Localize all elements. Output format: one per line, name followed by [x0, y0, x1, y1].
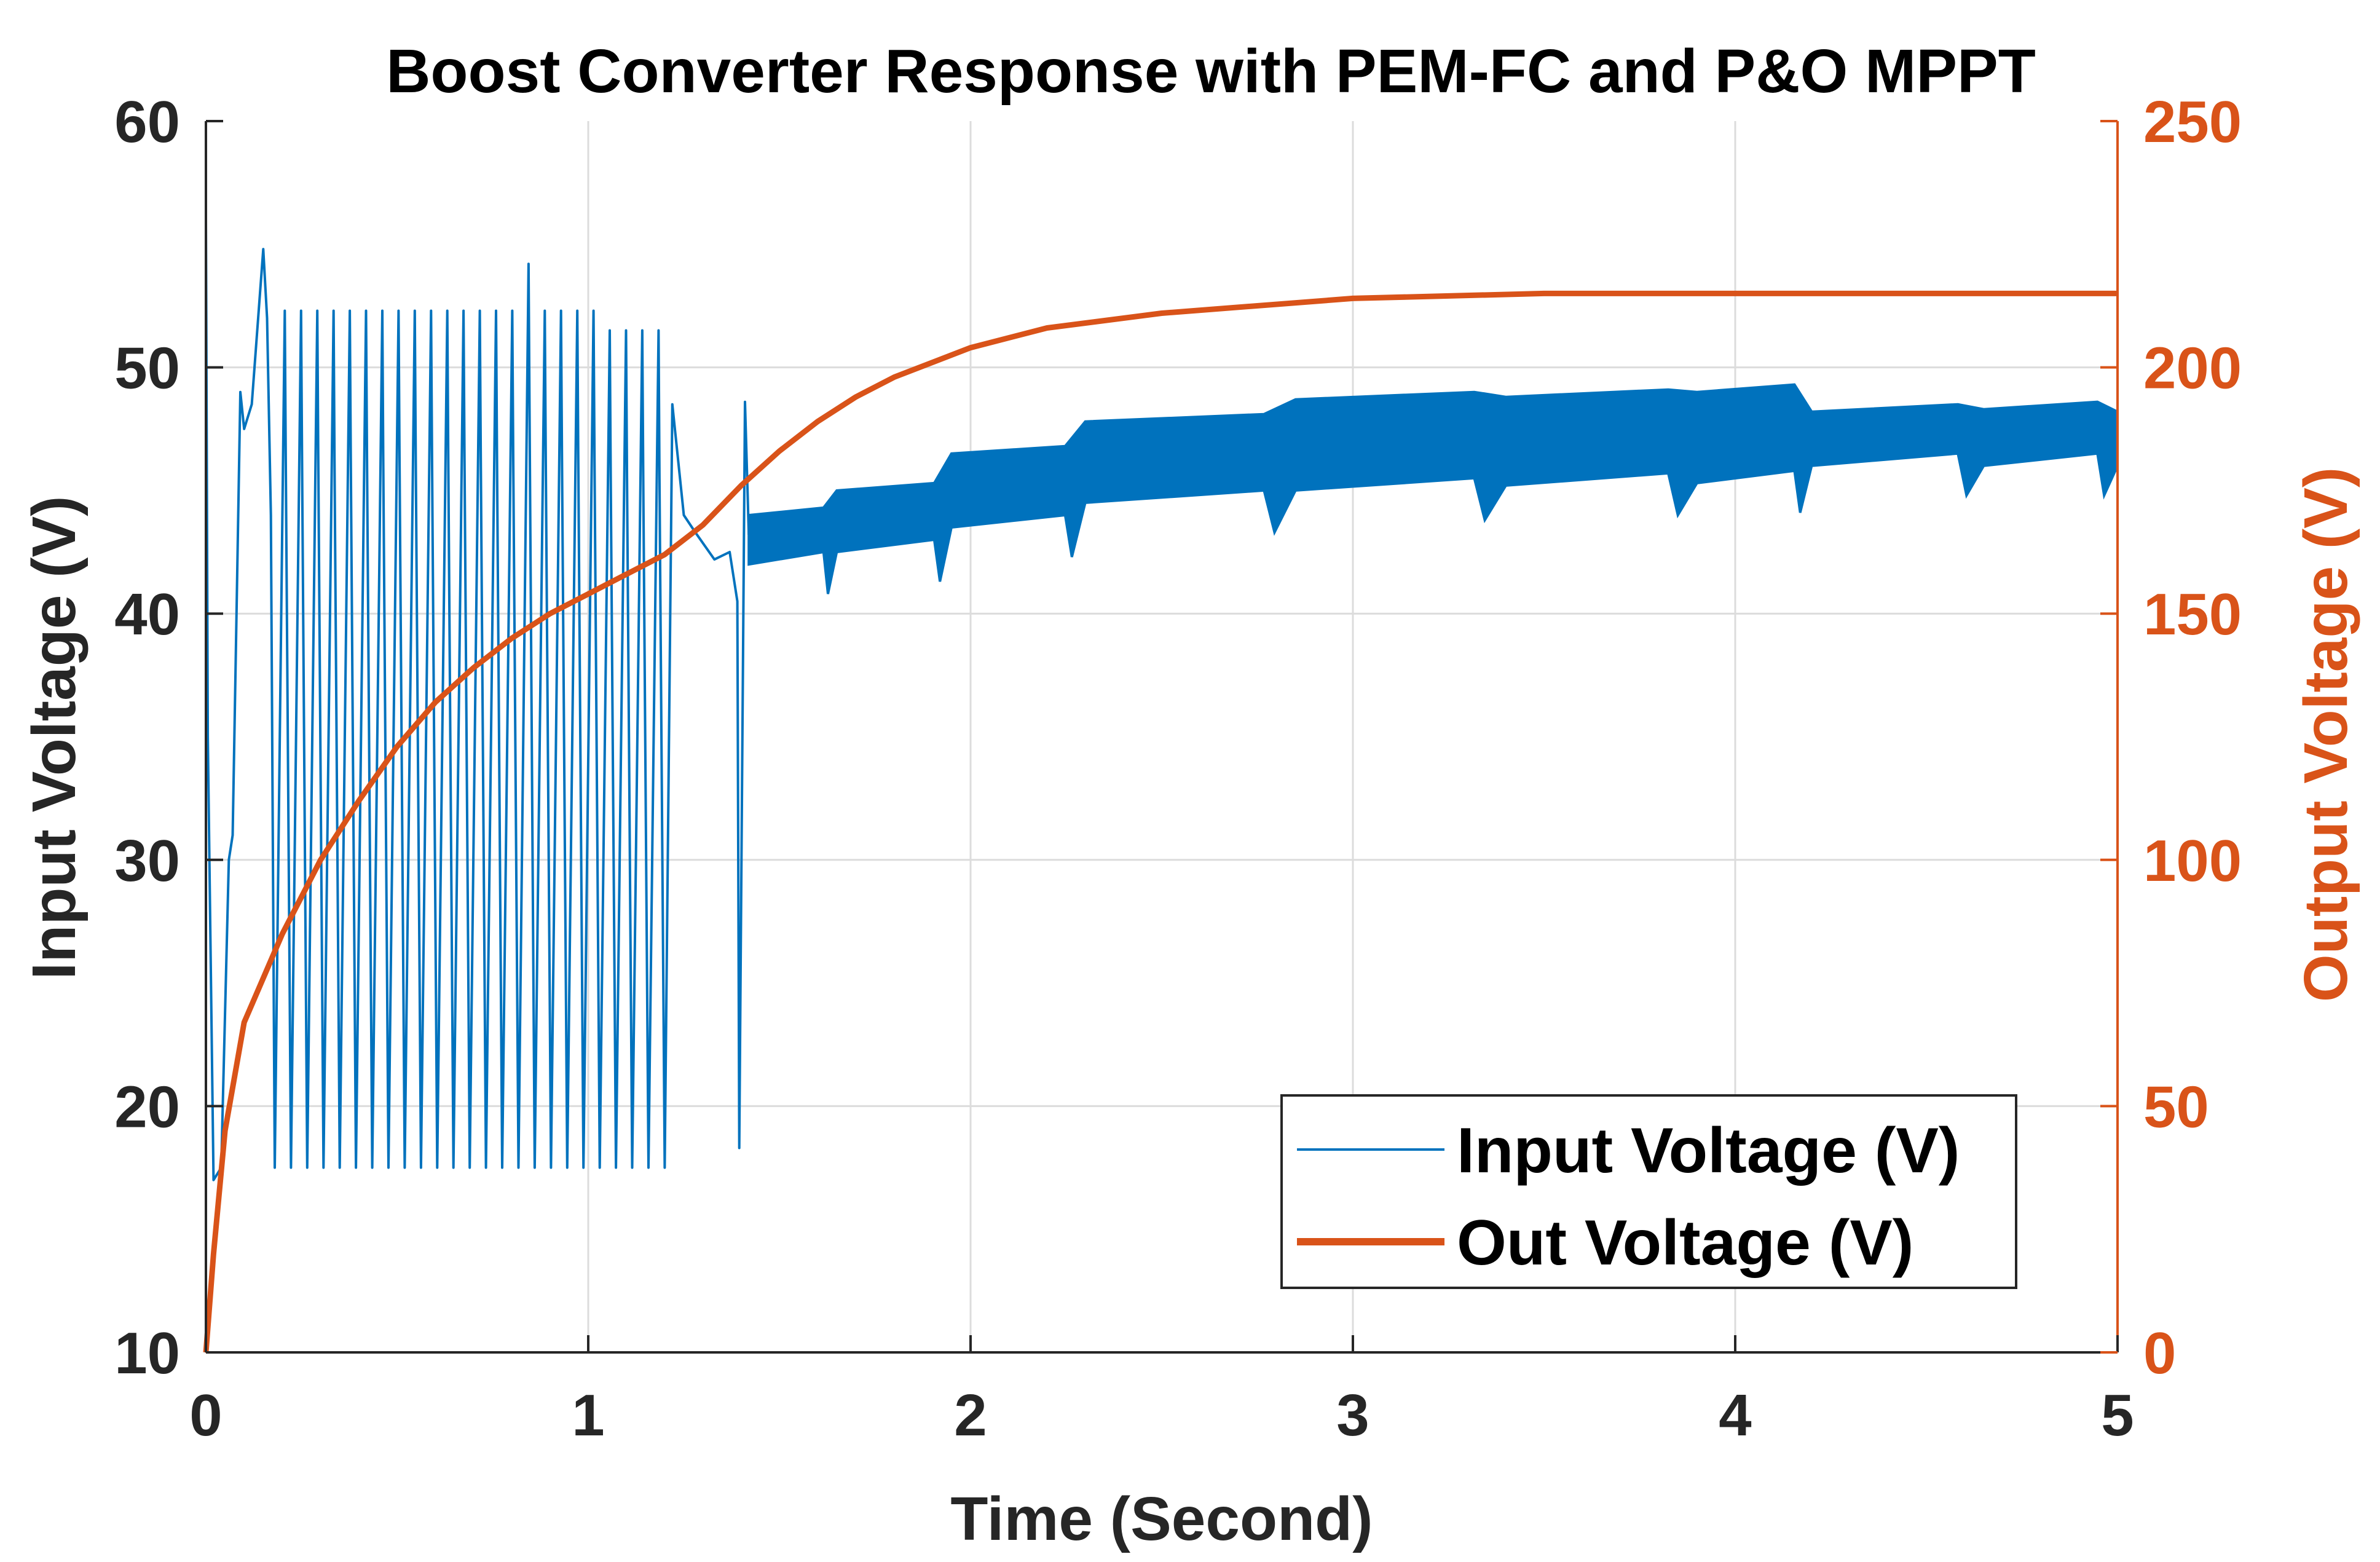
output-voltage-point: [740, 484, 742, 486]
y-left-tick-label-60: 60: [114, 89, 180, 155]
output-voltage-point: [213, 1253, 215, 1255]
output-voltage-point: [358, 800, 360, 802]
y-left-tick-label-10: 10: [114, 1320, 180, 1386]
output-voltage-point: [702, 524, 704, 526]
output-voltage-point: [779, 450, 780, 452]
output-voltage-point: [435, 701, 436, 703]
output-voltage-point: [396, 746, 398, 747]
output-voltage-point: [855, 396, 857, 398]
output-voltage-point: [970, 347, 971, 349]
output-voltage-point: [1543, 293, 1545, 294]
input-voltage-series: [205, 219, 2119, 1181]
y-axis-right-title: Output Voltage (V): [2291, 467, 2360, 1002]
y-axis-left-title: Input Voltage (V): [20, 496, 89, 980]
legend-box: [1280, 1094, 2017, 1289]
y-right-tick-label-0: 0: [2143, 1320, 2176, 1386]
legend-label-output: Out Voltage (V): [1457, 1207, 1913, 1279]
y-right-tick-label-250: 250: [2143, 89, 2242, 155]
ticks: 0 1 2 3 4 5 10 20 30 40 50 60 0 50 100 150 200 250: [114, 89, 2242, 1448]
output-voltage-point: [473, 667, 475, 669]
output-voltage-point: [1046, 327, 1048, 329]
output-voltage-point: [588, 593, 589, 595]
output-voltage-point: [664, 554, 666, 556]
y-left-tick-label-30: 30: [114, 828, 180, 894]
y-right-tick-label-100: 100: [2143, 828, 2242, 894]
output-voltage-point: [549, 613, 551, 615]
x-tick-label-5: 5: [2101, 1383, 2134, 1448]
axes: [205, 121, 2119, 1354]
output-voltage-point: [893, 376, 895, 378]
legend-label-input: Input Voltage (V): [1457, 1115, 1960, 1186]
y-left-tick-label-50: 50: [114, 336, 180, 401]
output-voltage-line: [203, 290, 2118, 1353]
input-voltage-mppt-band: [747, 383, 2119, 594]
x-tick-label-3: 3: [1336, 1383, 1369, 1448]
output-voltage-point: [243, 1022, 245, 1024]
chart-title: Boost Converter Response with PEM-FC and…: [386, 37, 2036, 106]
output-voltage-point: [1735, 293, 1736, 294]
output-voltage-point: [320, 859, 321, 861]
y-right-tick-label-200: 200: [2143, 336, 2242, 401]
x-tick-label-4: 4: [1719, 1383, 1751, 1448]
output-voltage-point: [282, 933, 283, 934]
output-voltage-point: [1161, 312, 1162, 314]
output-voltage-point: [626, 574, 628, 575]
output-voltage-point: [511, 637, 513, 639]
x-tick-label-2: 2: [954, 1383, 987, 1448]
output-voltage-point: [1926, 293, 1927, 294]
output-voltage-point: [1352, 298, 1354, 299]
x-axis-title: Time (Second): [950, 1485, 1373, 1553]
y-right-tick-label-50: 50: [2143, 1074, 2209, 1140]
legend: Input Voltage (V) Out Voltage (V): [1280, 1094, 2017, 1289]
output-voltage-point: [224, 1130, 226, 1132]
output-voltage-point: [262, 977, 264, 979]
input-voltage-startup-line: [205, 219, 751, 1181]
x-tick-label-0: 0: [189, 1383, 222, 1448]
y-left-tick-label-40: 40: [114, 582, 180, 647]
y-right-tick-label-150: 150: [2143, 582, 2242, 647]
output-voltage-point: [817, 420, 819, 422]
x-tick-label-1: 1: [572, 1383, 604, 1448]
y-left-tick-label-20: 20: [114, 1074, 180, 1140]
